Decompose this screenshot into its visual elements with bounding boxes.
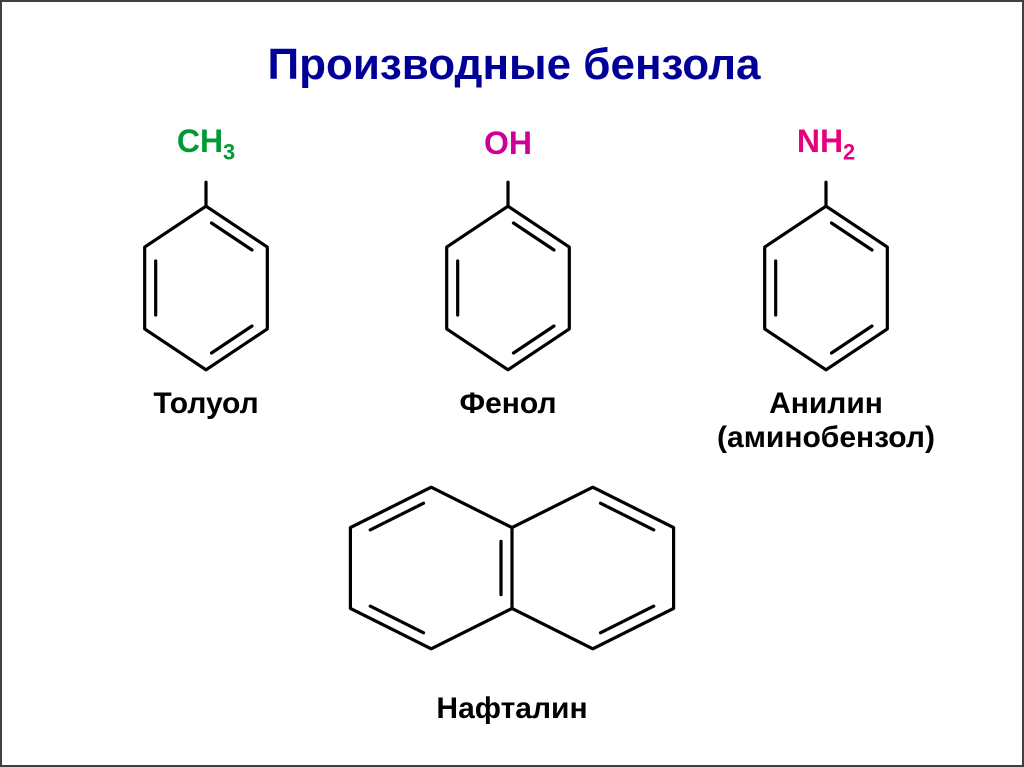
aniline-substituent-label: NH2 — [752, 123, 900, 165]
molecule-aniline: NH2 Анилин(аминобензол) — [752, 177, 900, 378]
molecule-phenol: OH Фенол — [434, 177, 582, 378]
phenol-ring — [434, 177, 582, 378]
phenol-substituent-label: OH — [434, 125, 582, 162]
benzene-ring-icon — [434, 177, 582, 373]
page-title: Производные бензола — [2, 40, 1024, 90]
naphthalene-ring — [382, 484, 642, 657]
hexagon-outline — [145, 206, 268, 370]
diagram-stage: Производные бензола CH3 Толуол OH Фенол NH2… — [0, 0, 1024, 767]
toluene-substituent-label: CH3 — [132, 123, 280, 165]
phenol-caption: Фенол — [459, 387, 556, 421]
double-bond — [514, 223, 554, 250]
double-bond — [832, 326, 872, 353]
double-bond — [832, 223, 872, 250]
hexagon-outline — [765, 206, 888, 370]
double-bond — [370, 606, 423, 633]
caption-line: Анилин — [717, 387, 935, 421]
aniline-caption: Анилин(аминобензол) — [717, 387, 935, 455]
molecule-toluene: CH3 Толуол — [132, 177, 280, 378]
benzene-ring-icon — [752, 177, 900, 373]
caption-line: (аминобензол) — [717, 421, 935, 455]
hexagon-outline — [447, 206, 570, 370]
aniline-ring — [752, 177, 900, 378]
molecule-naphthalene: Нафталин — [382, 484, 642, 657]
double-bond — [212, 223, 252, 250]
naphthalene-caption: Нафталин — [436, 692, 587, 726]
naphthalene-ring-icon — [382, 484, 642, 652]
double-bond — [600, 606, 653, 633]
caption-line: Фенол — [459, 387, 556, 421]
toluene-caption: Толуол — [153, 387, 258, 421]
toluene-ring — [132, 177, 280, 378]
benzene-ring-icon — [132, 177, 280, 373]
double-bond — [600, 503, 653, 530]
caption-line: Нафталин — [436, 692, 587, 726]
caption-line: Толуол — [153, 387, 258, 421]
double-bond — [212, 326, 252, 353]
double-bond — [370, 503, 423, 530]
double-bond — [514, 326, 554, 353]
